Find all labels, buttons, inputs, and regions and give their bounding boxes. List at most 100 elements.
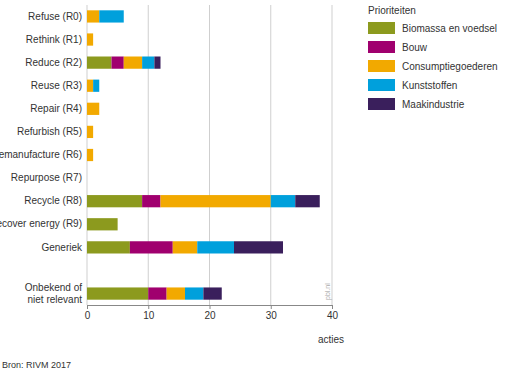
bar-segment — [93, 33, 94, 45]
x-tick: 0 — [85, 305, 91, 321]
bar-segment — [117, 218, 118, 230]
bar-segment — [234, 241, 283, 253]
y-tick-label: Repair (R4) — [30, 103, 82, 114]
bar-segment — [161, 195, 271, 207]
y-tick-label: Recover energy (R9) — [0, 218, 82, 229]
bar-segment — [93, 80, 99, 92]
x-tick-label: 20 — [204, 310, 216, 321]
y-tick: Reduce (R2) — [25, 57, 87, 68]
legend-swatch — [368, 60, 395, 72]
bars — [87, 10, 320, 299]
x-axis: 0 10 20 30 40 — [85, 305, 339, 321]
legend-label: Maakindustrie — [402, 99, 465, 110]
bar-segment — [87, 10, 99, 22]
bar-segment — [99, 103, 100, 115]
bar-segment — [87, 172, 88, 184]
bar-segment — [197, 241, 234, 253]
bar-segment — [87, 172, 88, 184]
bar-segment — [185, 287, 203, 299]
bar-segment — [87, 126, 93, 138]
y-tick: Refuse (R0) — [28, 11, 87, 22]
bar-segment — [173, 241, 198, 253]
bar-segment — [87, 172, 88, 184]
bar-segment — [117, 218, 118, 230]
x-tick-mark — [210, 305, 211, 309]
bar-segment — [87, 80, 93, 92]
bar-segment — [203, 287, 221, 299]
grid-line — [148, 5, 149, 305]
legend-label: Biomassa en voedsel — [402, 23, 497, 34]
legend: PrioriteitenBiomassa en voedselBouwConsu… — [368, 5, 498, 110]
y-tick: Refurbish (R5) — [17, 126, 87, 137]
grid-line — [332, 5, 333, 305]
y-tick-label: Refuse (R0) — [28, 11, 82, 22]
bar-segment — [130, 241, 173, 253]
bar-segment — [87, 218, 118, 230]
x-axis-title: acties — [318, 334, 344, 345]
legend-title: Prioriteiten — [368, 5, 416, 16]
y-tick: Reuse (R3) — [31, 80, 87, 91]
bar-segment — [117, 218, 118, 230]
y-tick-label: Rethink (R1) — [26, 34, 82, 45]
y-tick: Rethink (R1) — [26, 34, 87, 45]
y-tick-label: Onbekend ofniet relevant — [25, 282, 82, 305]
x-tick-mark — [271, 305, 272, 309]
x-tick-label: 0 — [85, 310, 91, 321]
x-tick-mark — [332, 305, 333, 309]
bar-segment — [87, 103, 99, 115]
x-tick: 40 — [327, 305, 339, 321]
bar-segment — [142, 57, 154, 69]
bar-segment — [93, 126, 94, 138]
bar-segment — [87, 149, 93, 161]
bar-segment — [87, 287, 148, 299]
x-tick: 20 — [204, 305, 216, 321]
x-tick: 30 — [266, 305, 278, 321]
grid — [87, 5, 332, 305]
bar-segment — [148, 287, 166, 299]
y-axis: Refuse (R0) Rethink (R1) Reduce (R2) Reuse … — [0, 11, 87, 305]
y-tick-label: Repurpose (R7) — [11, 172, 82, 183]
bar-segment — [93, 149, 94, 161]
bar-segment — [167, 287, 185, 299]
y-tick-label: Remanufacture (R6) — [0, 149, 82, 160]
bar-segment — [87, 33, 93, 45]
bar-segment — [93, 149, 94, 161]
bar-segment — [99, 103, 100, 115]
y-tick-label: Generiek — [41, 242, 83, 253]
bar-segment — [87, 172, 88, 184]
grid-line — [270, 5, 271, 305]
x-tick: 10 — [143, 305, 155, 321]
y-tick: Generiek — [41, 242, 87, 253]
watermark: pbl.nl — [324, 283, 332, 300]
bar-segment — [123, 10, 124, 22]
legend-label: Kunststoffen — [402, 80, 457, 91]
legend-label: Bouw — [402, 42, 428, 53]
x-tick-label: 40 — [327, 310, 339, 321]
bar-segment — [112, 57, 124, 69]
bar-segment — [93, 126, 94, 138]
bar-segment — [142, 195, 160, 207]
legend-swatch — [368, 98, 395, 110]
bar-segment — [87, 241, 130, 253]
bar-segment — [117, 218, 118, 230]
y-tick: Repair (R4) — [30, 103, 87, 114]
x-tick-mark — [148, 305, 149, 309]
bar-segment — [99, 80, 100, 92]
y-tick-label: Reduce (R2) — [25, 57, 82, 68]
source: Bron: RIVM 2017 — [2, 360, 71, 370]
y-tick: Remanufacture (R6) — [0, 149, 87, 160]
bar-segment — [87, 195, 142, 207]
y-tick: Recover energy (R9) — [0, 218, 87, 229]
x-tick-label: 30 — [266, 310, 278, 321]
bar-segment — [295, 195, 320, 207]
legend-swatch — [368, 79, 395, 91]
legend-swatch — [368, 41, 395, 53]
bar-segment — [87, 172, 88, 184]
grid-line — [209, 5, 210, 305]
y-tick-label: Refurbish (R5) — [17, 126, 82, 137]
y-tick: Recycle (R8) — [24, 195, 87, 206]
bar-segment — [99, 10, 124, 22]
y-tick: Repurpose (R7) — [11, 172, 87, 183]
bar-segment — [93, 33, 94, 45]
y-tick-label: Recycle (R8) — [24, 195, 82, 206]
